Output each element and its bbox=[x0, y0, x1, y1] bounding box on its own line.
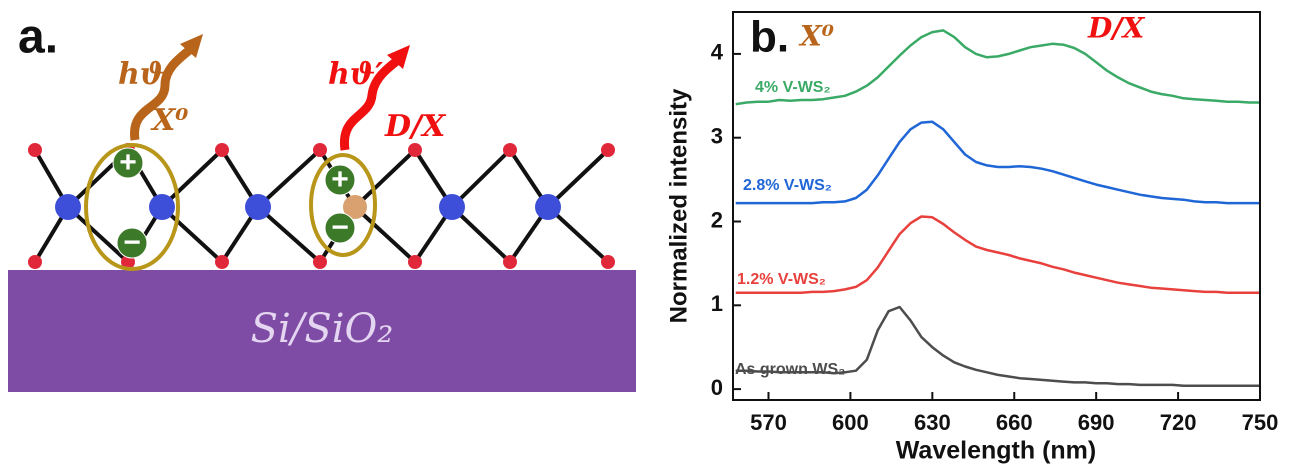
x-tick-label: 630 bbox=[914, 410, 951, 435]
panel-label: b. bbox=[750, 13, 789, 62]
x-axis-label: Wavelength (nm) bbox=[896, 437, 1096, 465]
y-tick-label: 0 bbox=[711, 375, 723, 400]
charge: + bbox=[119, 146, 137, 179]
charge: + bbox=[331, 163, 349, 196]
y-tick-label: 4 bbox=[711, 40, 724, 65]
charge: − bbox=[123, 226, 141, 259]
photon-label: hϑ′ bbox=[328, 57, 383, 92]
series-label: As grown WS₂ bbox=[735, 361, 845, 378]
charge: − bbox=[331, 211, 349, 244]
y-tick-label: 3 bbox=[711, 124, 723, 149]
series-label: 2.8% V-WS₂ bbox=[743, 177, 832, 194]
y-axis-label: Normalized intensity bbox=[665, 88, 692, 323]
series-label: 4% V-WS₂ bbox=[755, 79, 831, 96]
photon-label: hϑ bbox=[118, 57, 165, 92]
figure: + − + − a. hϑ X⁰ hϑ′ D/X Si/SiO₂ b. X⁰ D… bbox=[0, 0, 1296, 471]
x-tick-label: 600 bbox=[832, 410, 869, 435]
series-label: 1.2% V-WS₂ bbox=[737, 271, 826, 288]
x-tick-label: 660 bbox=[996, 410, 1033, 435]
plot-frame bbox=[733, 12, 1260, 400]
defect-label: D/X bbox=[384, 109, 447, 144]
annotation: X⁰ bbox=[798, 20, 834, 53]
x-tick-label: 690 bbox=[1078, 410, 1115, 435]
substrate-label: Si/SiO₂ bbox=[251, 306, 394, 352]
y-tick-label: 2 bbox=[711, 207, 723, 232]
x-tick-label: 750 bbox=[1242, 410, 1279, 435]
x-tick-label: 720 bbox=[1160, 410, 1197, 435]
panel-b: b. X⁰ D/X Wavelength (nm) Normalized int… bbox=[665, 12, 1278, 465]
panel-label: a. bbox=[18, 11, 58, 64]
y-tick-label: 1 bbox=[711, 291, 723, 316]
annotation: D/X bbox=[1087, 12, 1146, 45]
exciton-label: X⁰ bbox=[150, 103, 188, 138]
x-tick-label: 570 bbox=[750, 410, 787, 435]
panel-a: + − + − a. hϑ X⁰ hϑ′ D/X Si/SiO₂ bbox=[8, 11, 636, 392]
